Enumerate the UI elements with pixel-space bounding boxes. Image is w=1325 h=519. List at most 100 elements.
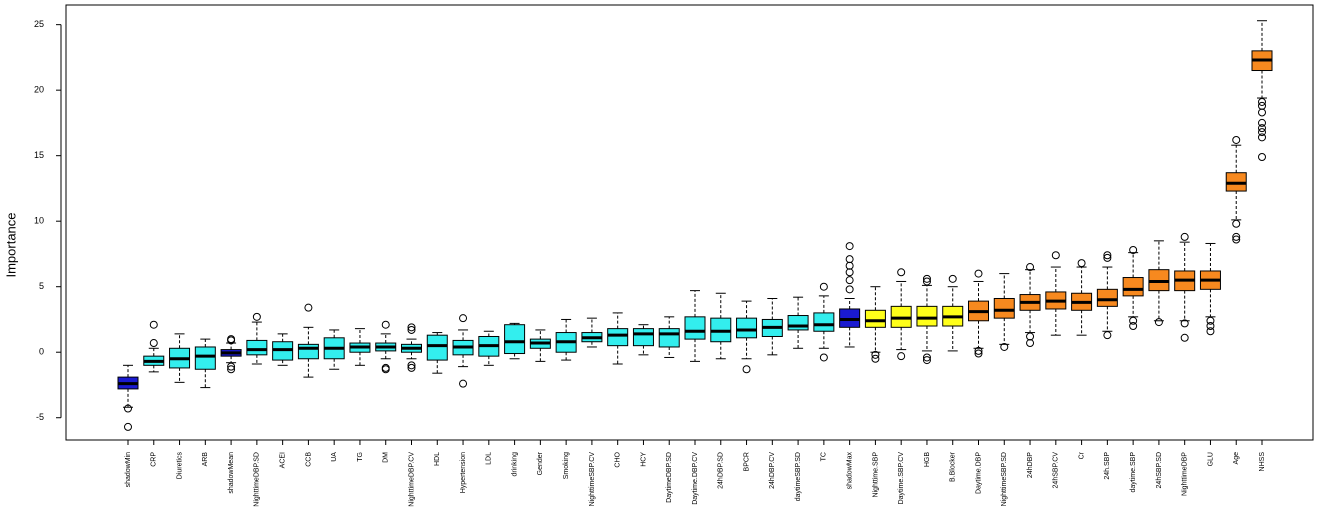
box (426, 334, 448, 361)
x-tick-label: drinking (511, 452, 518, 477)
x-tick-label: 24hDBP.CV (769, 452, 776, 489)
box (813, 312, 835, 332)
x-tick-label: Age (1233, 452, 1240, 465)
outlier (974, 346, 983, 355)
box (607, 328, 629, 347)
outlier (845, 268, 854, 277)
box (194, 346, 216, 370)
x-tick-label: LDL (486, 452, 493, 465)
box (864, 309, 886, 328)
box (658, 328, 680, 348)
outlier (845, 242, 854, 251)
box (993, 297, 1015, 319)
x-tick-label: shadowMin (125, 452, 132, 488)
x-tick-label: CCB (305, 452, 312, 467)
x-tick-label: 24hDBP (1027, 452, 1034, 478)
outlier (407, 323, 416, 332)
x-tick-label: TC (821, 452, 828, 461)
y-tick-label: 0 (39, 347, 44, 357)
x-tick-label: Nighttime.SBP (872, 452, 879, 498)
outlier (819, 282, 828, 291)
x-tick-label: daytimeSBP.SD (795, 452, 802, 501)
outlier (974, 269, 983, 278)
x-tick-label: DM (383, 452, 390, 463)
outlier (819, 353, 828, 362)
x-tick-label: Smoking (563, 452, 570, 479)
outlier (922, 274, 931, 283)
x-tick-label: HCY (640, 452, 647, 467)
outlier (1051, 251, 1060, 260)
outlier (1077, 259, 1086, 268)
outlier (149, 320, 158, 329)
x-tick-label: Hypertension (460, 452, 467, 493)
box (632, 328, 654, 347)
box (736, 317, 758, 339)
x-tick-label: Daytime.SBP.CV (898, 452, 905, 505)
outlier (1232, 232, 1241, 241)
y-tick-label: 25 (34, 19, 44, 29)
outlier (1180, 319, 1189, 328)
x-tick-label: BPCR (743, 452, 750, 471)
outlier (1258, 118, 1266, 127)
box (787, 315, 809, 331)
y-tick-label: 20 (34, 85, 44, 95)
outlier (1258, 97, 1266, 106)
outlier (1103, 251, 1112, 260)
x-tick-label: CRP (151, 452, 158, 467)
outlier (897, 352, 906, 361)
outlier (1258, 133, 1266, 142)
x-tick-label: UA (331, 452, 338, 462)
box (1096, 288, 1118, 307)
outlier (1026, 263, 1035, 272)
y-axis-label: Importance (3, 212, 18, 277)
outlier (1258, 124, 1266, 133)
outlier (1206, 316, 1215, 325)
x-tick-label: NighttimeSBP.CV (589, 452, 596, 507)
outlier (1103, 331, 1112, 340)
outlier (1232, 135, 1241, 144)
outlier (124, 422, 132, 431)
x-tick-label: Daytime.DBP.CV (692, 452, 699, 505)
outlier (948, 274, 957, 283)
outlier (1258, 128, 1266, 137)
outlier (871, 354, 880, 363)
outlier (922, 277, 931, 286)
outlier (1103, 253, 1112, 262)
outlier (124, 404, 132, 413)
outlier (1180, 333, 1189, 342)
outlier (1206, 327, 1215, 336)
x-tick-label: ACEI (279, 452, 286, 468)
box (504, 324, 526, 355)
outlier (252, 312, 261, 321)
x-tick-label: NighttimeDBP.CV (408, 452, 415, 507)
x-tick-label: Daytime.DBP (975, 452, 982, 494)
outlier (149, 339, 158, 348)
y-tick-label: -5 (36, 412, 44, 422)
outlier (1129, 322, 1138, 331)
x-tick-label: NighttimeSBP.SD (1001, 452, 1008, 506)
outlier (1258, 108, 1266, 117)
outlier (1232, 235, 1241, 244)
x-tick-label: DaytimeDBP.SD (666, 452, 673, 503)
x-tick-label: HDL (434, 452, 441, 466)
outlier (922, 353, 931, 362)
outlier (1154, 318, 1163, 327)
outlier (845, 276, 854, 285)
x-tick-label: Diuretics (176, 452, 183, 480)
x-tick-label: HGB (924, 452, 931, 468)
outlier (1232, 219, 1241, 228)
outlier (381, 365, 390, 374)
box (1122, 277, 1144, 297)
outlier (1026, 332, 1035, 341)
outlier (845, 261, 854, 270)
x-tick-label: 24hSBP.CV (1053, 452, 1060, 489)
outlier (742, 365, 751, 374)
outlier (845, 285, 854, 294)
outlier (227, 336, 236, 345)
x-tick-label: Gender (537, 451, 544, 475)
x-tick-label: B.Blocker (950, 451, 957, 482)
x-tick-label: TG (357, 452, 364, 462)
outlier (407, 325, 416, 334)
outlier (459, 314, 468, 323)
